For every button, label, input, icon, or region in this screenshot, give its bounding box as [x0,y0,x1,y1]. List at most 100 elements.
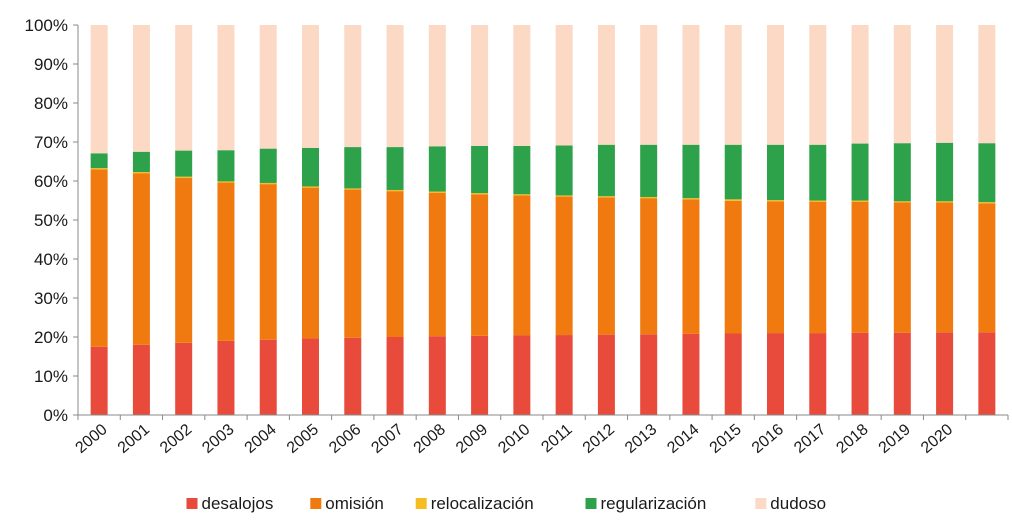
bar-segment-dudoso [175,25,193,151]
bar-segment-omisión [597,197,615,335]
bar-segment-omisión [682,199,700,334]
bar-segment-omisión [724,200,742,334]
bar-segment-regularización [90,153,108,169]
x-tick-label: 2007 [368,421,406,457]
bar-segment-omisión [259,184,277,340]
bar-segment-dudoso [767,25,784,145]
y-tick-label: 60% [34,172,68,191]
legend-item: regularización [585,494,706,513]
bar-segment-dudoso [386,25,404,148]
bar-segment-relocalización [555,195,573,197]
bar-segment-dudoso [936,25,954,143]
bar-segment-dudoso [809,25,827,145]
x-tick-label: 2006 [326,421,364,457]
y-tick-label: 30% [34,289,68,308]
y-tick-label: 100% [25,16,68,35]
x-tick-label: 2003 [199,421,237,457]
legend-label: relocalización [431,494,534,513]
bar-segment-dudoso [90,25,108,154]
bar-segment-desalojos [978,332,996,415]
bar-segment-dudoso [893,25,911,144]
bar-segment-regularización [386,147,404,190]
legend-swatch [415,498,427,509]
x-tick-label: 2002 [157,421,195,457]
bar-segment-desalojos [767,333,784,415]
bar-segment-desalojos [175,342,193,415]
bar-segment-desalojos [851,332,869,415]
bar-segment-desalojos [555,335,573,415]
x-tick-label: 2011 [538,421,575,456]
bar-segment-relocalización [767,200,784,202]
bar-segment-desalojos [893,332,911,415]
bar-segment-dudoso [132,25,150,152]
y-tick-label: 50% [34,211,68,230]
bar-segment-omisión [513,195,531,336]
bar-segment-relocalización [513,194,531,196]
bar-segment-regularización [132,151,150,173]
legend-label: omisión [325,494,384,513]
bar-segment-regularización [428,146,446,192]
bar-segment-relocalización [386,189,404,192]
bar-segment-relocalización [175,176,193,178]
bar-segment-omisión [428,192,446,337]
bar-segment-desalojos [471,335,489,415]
bar-segment-relocalización [259,182,277,185]
x-tick-label: 2005 [284,421,322,457]
bar-segment-dudoso [724,25,742,145]
bar-segment-omisión [471,194,489,336]
bar-segment-omisión [893,202,911,333]
y-axis: 0% 10% 20% 30% 40% 50% 60% 70% 80% 90% 100% [25,16,79,425]
y-tick-label: 20% [34,328,68,347]
bar-segment-regularización [682,144,700,199]
x-tick-label: 2020 [918,421,956,457]
legend-swatch [755,498,767,509]
bar-segment-omisión [217,182,235,341]
bar-segment-desalojos [386,337,404,415]
bar-segment-relocalización [217,181,235,183]
x-tick-label: 2000 [73,421,111,457]
bar-segment-omisión [302,187,319,339]
y-tick-label: 70% [34,133,68,152]
bar-segment-relocalización [809,200,827,202]
bar-segment-omisión [344,189,362,338]
bar-segment-dudoso [682,25,700,145]
bar-segment-regularización [471,145,489,194]
bar-segment-dudoso [513,25,531,146]
bar-segment-relocalización [682,198,700,200]
bar-segment-regularización [217,150,235,182]
legend-item: desalojos [186,494,274,513]
legend-swatch [310,498,322,509]
bar-segment-regularización [597,144,615,197]
bar-segment-regularización [809,144,827,201]
bar-segment-dudoso [302,25,319,148]
bar-segment-omisión [175,177,193,343]
bar-segment-regularización [767,144,784,201]
bar-segment-regularización [344,147,362,189]
bar-segment-dudoso [978,25,996,144]
legend-label: desalojos [202,494,274,513]
bar-segment-regularización [302,147,319,187]
bar-segment-relocalización [936,201,954,203]
bar-segment-omisión [978,203,996,333]
bar-segment-omisión [640,198,658,335]
bar-segment-regularización [724,144,742,200]
bar-segment-desalojos [597,334,615,415]
bar-segment-omisión [555,196,573,336]
bar-segment-regularización [259,148,277,183]
x-axis: 2000 2001 2002 2003 2004 2005 2006 2007 2008 2009… [73,414,1009,457]
bar-segment-relocalización [302,186,319,188]
bar-segment-omisión [386,191,404,337]
legend-item: omisión [310,494,384,513]
x-tick-label: 2001 [115,421,153,457]
bar-segment-relocalización [428,191,446,193]
bar-segment-dudoso [259,25,277,149]
bar-segment-relocalización [640,196,658,199]
bar-segment-desalojos [132,344,150,415]
bar-segment-desalojos [513,335,531,415]
bar-segment-desalojos [936,332,954,415]
bar-segment-desalojos [724,333,742,415]
bar-segment-regularización [513,145,531,195]
bars-group [90,25,996,415]
legend: desalojos omisión relocalización regulariza… [186,494,826,513]
bar-segment-desalojos [640,334,658,415]
